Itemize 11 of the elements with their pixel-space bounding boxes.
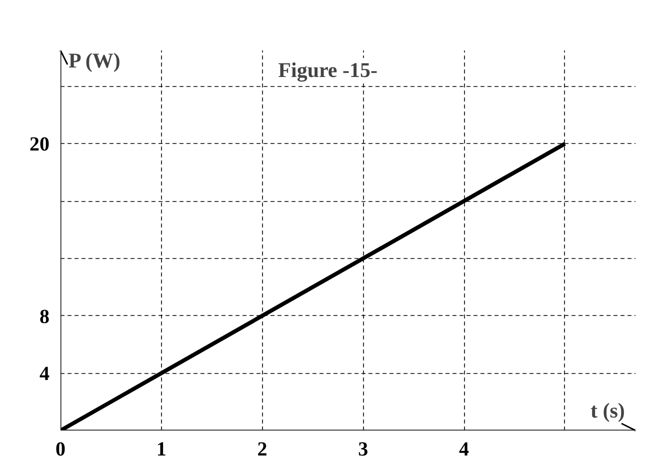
x-tick-label: 4 bbox=[459, 438, 470, 460]
x-tick-label: 2 bbox=[257, 438, 268, 460]
y-tick-label: 4 bbox=[40, 363, 50, 386]
y-axis-title: P (W) bbox=[68, 48, 120, 72]
x-tick-label: 3 bbox=[358, 438, 368, 460]
x-tick-label: 1 bbox=[156, 438, 166, 460]
x-axis-title: t (s) bbox=[590, 398, 625, 422]
x-tick-label: 0 bbox=[56, 438, 66, 460]
y-tick-label: 8 bbox=[40, 306, 50, 328]
chart-title: Figure -15- bbox=[278, 58, 378, 82]
y-tick-label: 20 bbox=[30, 134, 50, 156]
